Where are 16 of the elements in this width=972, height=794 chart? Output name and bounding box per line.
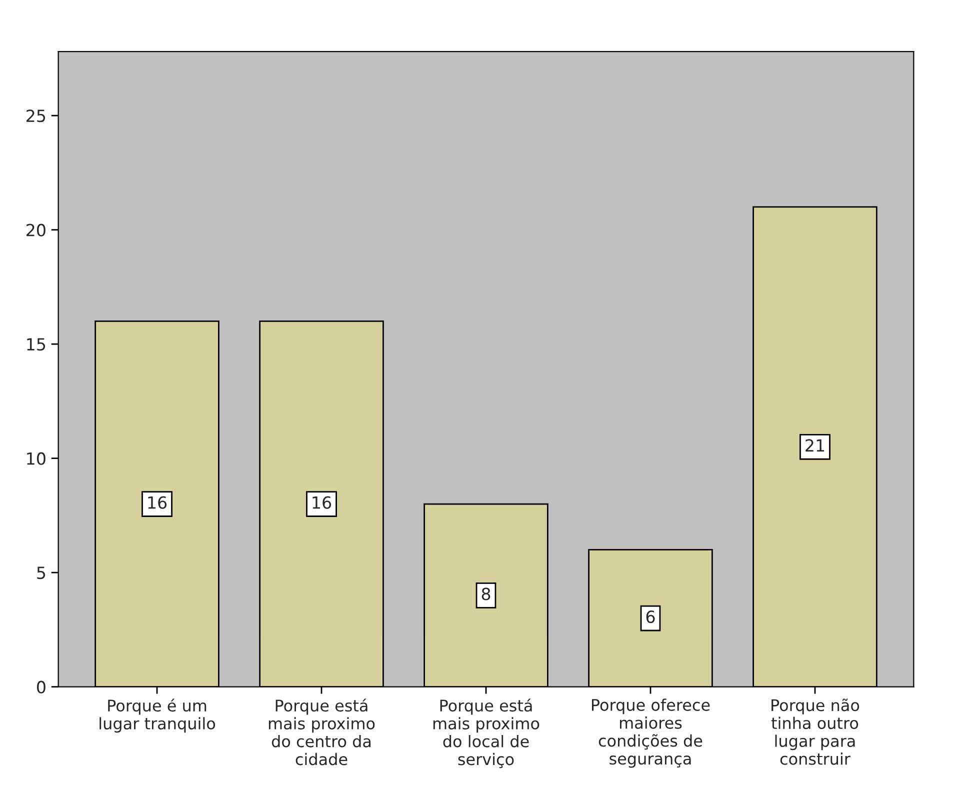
x-tick-label: Porque está mais proximo do centro da cidade bbox=[268, 698, 375, 766]
y-tick-label: 20 bbox=[26, 224, 46, 236]
y-tick-label: 10 bbox=[27, 452, 46, 465]
y-tick-label: 25 bbox=[26, 110, 46, 122]
x-tick-label: Porque é um lugar tranquilo bbox=[100, 698, 216, 733]
x-tick-label: Porque não tinha outro lugar para construir bbox=[771, 698, 860, 765]
y-tick-label: 0 bbox=[37, 680, 46, 694]
data-label: 8 bbox=[482, 588, 490, 600]
y-tick-label: 5 bbox=[37, 566, 46, 580]
data-label: 16 bbox=[312, 496, 332, 509]
data-label: 16 bbox=[148, 496, 167, 509]
x-tick-label: Porque está mais proximo do local de serviço bbox=[433, 698, 540, 768]
data-label: 21 bbox=[806, 439, 824, 452]
data-label: 6 bbox=[646, 610, 655, 624]
y-tick-label: 15 bbox=[27, 338, 46, 351]
x-tick-label: Porque oferece maiores condições de segurança bbox=[592, 698, 710, 768]
